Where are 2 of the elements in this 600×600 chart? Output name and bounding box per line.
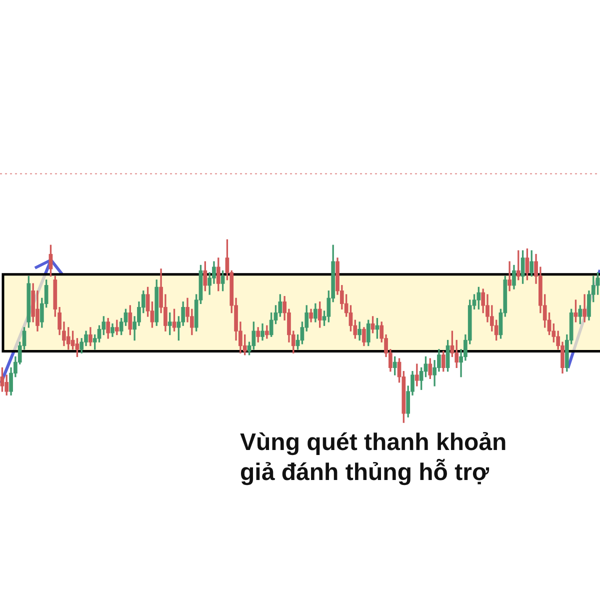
candlestick	[508, 261, 512, 292]
text: Vùng quét thanh khoản giả đánh thủng hỗ trợ	[240, 428, 507, 488]
